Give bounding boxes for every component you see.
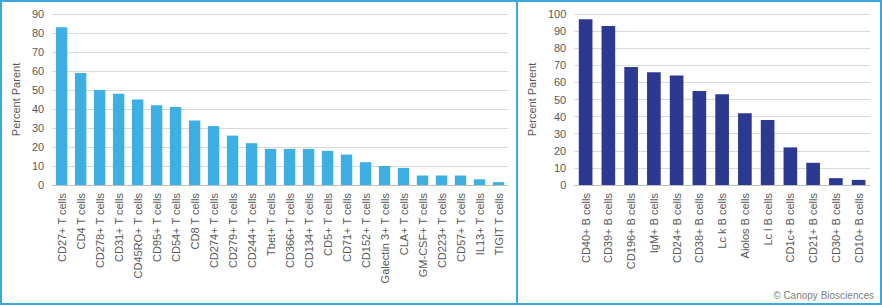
svg-text:50: 50: [32, 84, 44, 96]
svg-text:CD40+ B cells: CD40+ B cells: [580, 193, 592, 264]
svg-text:30: 30: [32, 122, 44, 134]
svg-text:CD39+ B cells: CD39+ B cells: [602, 193, 614, 264]
svg-text:20: 20: [32, 141, 44, 153]
svg-text:80: 80: [554, 42, 566, 54]
svg-text:20: 20: [554, 145, 566, 157]
svg-text:IL13+ T cells: IL13+ T cells: [474, 193, 486, 256]
svg-text:Percent Parent: Percent Parent: [526, 63, 538, 136]
svg-text:Percent Parent: Percent Parent: [10, 63, 22, 136]
svg-text:CD30+ B cells: CD30+ B cells: [830, 193, 842, 264]
svg-text:CD152+ T cells: CD152+ T cells: [360, 193, 372, 269]
svg-text:90: 90: [554, 25, 566, 37]
svg-text:CD5+ T cells: CD5+ T cells: [322, 193, 334, 256]
svg-text:50: 50: [554, 94, 566, 106]
svg-text:CD278+ T cells: CD278+ T cells: [94, 193, 106, 269]
svg-text:Galectin 3+ T cells: Galectin 3+ T cells: [379, 193, 391, 284]
svg-text:© Canopy Biosciences: © Canopy Biosciences: [773, 290, 874, 301]
svg-text:40: 40: [32, 103, 44, 115]
svg-text:0: 0: [560, 179, 566, 191]
svg-text:CD10+ B cells: CD10+ B cells: [853, 193, 865, 264]
svg-text:70: 70: [554, 59, 566, 71]
svg-text:CD223+ T cells: CD223+ T cells: [436, 193, 448, 269]
svg-text:CD196+ B cells: CD196+ B cells: [625, 193, 637, 270]
svg-text:CLA+ T cells: CLA+ T cells: [398, 193, 410, 256]
svg-text:CD244+ T cells: CD244+ T cells: [246, 193, 258, 269]
svg-text:80: 80: [32, 27, 44, 39]
svg-text:30: 30: [554, 128, 566, 140]
svg-text:10: 10: [32, 160, 44, 172]
svg-text:60: 60: [32, 65, 44, 77]
svg-text:CD45RO+ T cells: CD45RO+ T cells: [132, 193, 144, 279]
svg-text:CD21+ B cells: CD21+ B cells: [807, 193, 819, 264]
svg-text:CD71+ T cells: CD71+ T cells: [341, 193, 353, 262]
svg-text:CD134+ T cells: CD134+ T cells: [303, 193, 315, 269]
svg-text:Lc k B cells: Lc k B cells: [716, 193, 728, 249]
svg-text:IgM+ B cells: IgM+ B cells: [648, 193, 660, 254]
svg-text:CD366+ T cells: CD366+ T cells: [284, 193, 296, 269]
svg-text:90: 90: [32, 8, 44, 20]
svg-text:0: 0: [38, 179, 44, 191]
svg-text:Lc l B cells: Lc l B cells: [762, 193, 774, 246]
svg-text:CD27+ T cells: CD27+ T cells: [56, 193, 68, 262]
svg-text:40: 40: [554, 111, 566, 123]
svg-text:CD274+ T cells: CD274+ T cells: [208, 193, 220, 269]
svg-text:CD54+ T cells: CD54+ T cells: [170, 193, 182, 262]
svg-text:CD31+ T cells: CD31+ T cells: [113, 193, 125, 262]
svg-text:CD1c+ B cells: CD1c+ B cells: [784, 193, 796, 263]
svg-text:CD95+ T cells: CD95+ T cells: [151, 193, 163, 262]
svg-text:GM-CSF+ T cells: GM-CSF+ T cells: [417, 193, 429, 278]
svg-text:10: 10: [554, 162, 566, 174]
svg-text:CD38+ B cells: CD38+ B cells: [693, 193, 705, 264]
svg-text:CD57+ T cells: CD57+ T cells: [455, 193, 467, 262]
svg-text:60: 60: [554, 76, 566, 88]
svg-text:CD4 T cells: CD4 T cells: [75, 193, 87, 250]
svg-text:TIGIT T cells: TIGIT T cells: [493, 193, 505, 256]
svg-text:Tbet+ T cells: Tbet+ T cells: [265, 193, 277, 256]
svg-text:70: 70: [32, 46, 44, 58]
svg-text:Aiolos B cells: Aiolos B cells: [739, 193, 751, 259]
svg-text:CD279+ T cells: CD279+ T cells: [227, 193, 239, 269]
svg-text:CD24+ B cells: CD24+ B cells: [671, 193, 683, 264]
svg-text:100: 100: [548, 8, 566, 20]
svg-text:CD8 T cells: CD8 T cells: [189, 193, 201, 250]
